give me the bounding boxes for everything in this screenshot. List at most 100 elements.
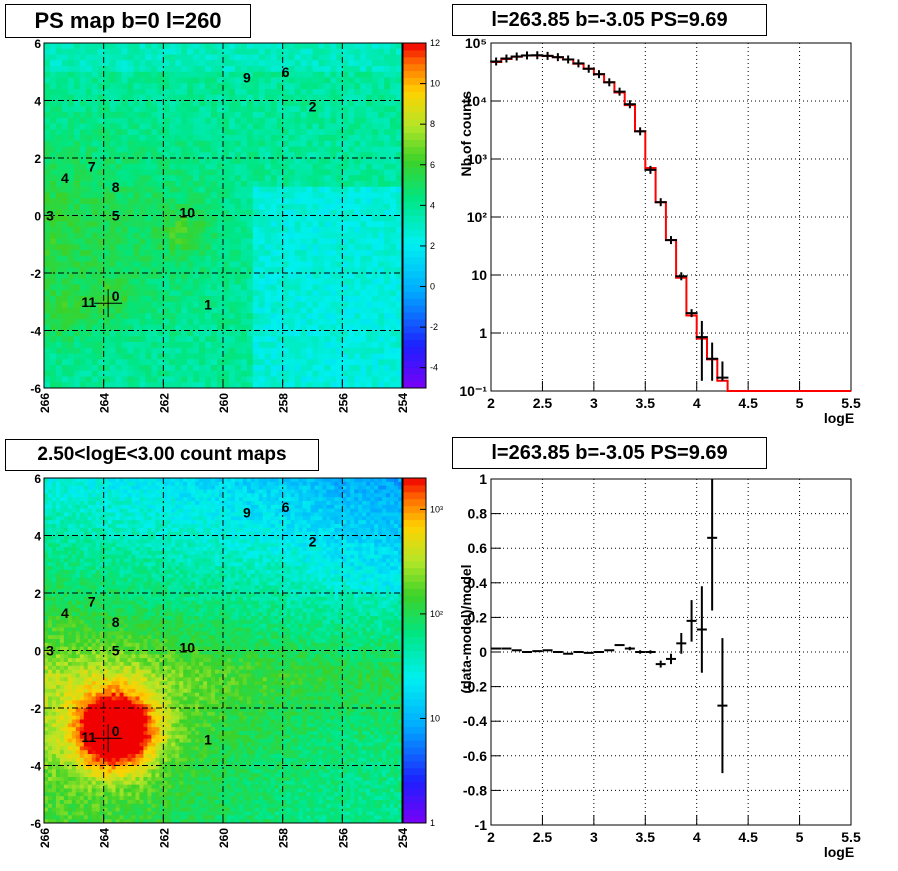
ps-map-source-label-5: 5 bbox=[112, 208, 120, 224]
ps-map-colorbar-label: 12 bbox=[430, 38, 440, 48]
residual-data-point bbox=[624, 646, 635, 651]
spectrum-x-tick-label: 3 bbox=[590, 395, 598, 411]
residual-y-tick-label: -0.6 bbox=[463, 748, 487, 764]
spectrum-x-tick-label: 2 bbox=[487, 395, 495, 411]
residual-x-tick-label: 3.5 bbox=[636, 829, 656, 845]
count-map-title: 2.50<logE<3.00 count maps bbox=[5, 439, 319, 471]
spectrum-data-point bbox=[562, 55, 575, 64]
residual-data-point bbox=[676, 632, 687, 654]
ps-map-source-label-3: 3 bbox=[46, 208, 54, 224]
spectrum-data-point bbox=[675, 272, 688, 281]
count-map-source-label-1: 1 bbox=[204, 732, 212, 748]
residual-x-tick-label: 4.5 bbox=[738, 829, 758, 845]
count-map-heatmap bbox=[44, 478, 403, 824]
spectrum-x-tick-label: 2.5 bbox=[533, 395, 553, 411]
spectrum-data-point bbox=[706, 342, 719, 381]
ps-map-colorbar-label: 4 bbox=[430, 200, 435, 210]
count-map-colorbar-label: 10 bbox=[430, 713, 440, 723]
count-map-x-tick-label: 256 bbox=[336, 828, 350, 848]
ps-map-y-tick-label: -6 bbox=[30, 382, 41, 396]
residual-data-point bbox=[655, 660, 666, 668]
count-map-source-label-8: 8 bbox=[112, 614, 120, 630]
count-map-source-label-5: 5 bbox=[112, 643, 120, 659]
spectrum-data-point bbox=[603, 78, 616, 87]
residual-y-tick-label: -1 bbox=[475, 817, 488, 833]
residual-y-tick-label: 0.6 bbox=[468, 540, 488, 556]
count-map-y-tick-label: -4 bbox=[30, 760, 41, 774]
ps-map-x-tick-label: 266 bbox=[38, 393, 52, 413]
count-map-y-tick-label: 2 bbox=[34, 587, 41, 601]
spectrum-y-tick-label: 10⁴ bbox=[465, 93, 488, 109]
residual-title: l=263.85 b=-3.05 PS=9.69 bbox=[452, 437, 767, 469]
ps-map-colorbar-label: -4 bbox=[430, 363, 438, 373]
ps-map-source-label-1: 1 bbox=[204, 297, 212, 313]
spectrum-data-point bbox=[572, 59, 585, 68]
count-map-y-tick-label: 0 bbox=[34, 645, 41, 659]
count-map-source-label-0: 0 bbox=[112, 723, 120, 739]
spectrum-data-point bbox=[582, 64, 595, 73]
spectrum-data-point bbox=[541, 51, 554, 60]
residual-y-tick-label: 0 bbox=[479, 644, 487, 660]
residual-x-tick-label: 5 bbox=[796, 829, 804, 845]
spectrum-data-point bbox=[634, 127, 647, 136]
spectrum-x-tick-label: 5.5 bbox=[841, 395, 861, 411]
residual-x-tick-label: 2.5 bbox=[533, 829, 553, 845]
residual-x-tick-label: 2 bbox=[487, 829, 495, 845]
ps-map-colorbar-label: 6 bbox=[430, 160, 435, 170]
spectrum-y-tick-label: 1 bbox=[479, 325, 487, 341]
spectrum-data-point bbox=[531, 51, 544, 60]
count-map-y-tick-label: 6 bbox=[34, 472, 41, 486]
count-map-source-label-2: 2 bbox=[309, 533, 317, 549]
residual-data-point bbox=[635, 650, 646, 654]
count-map-colorbar-label: 10² bbox=[430, 609, 443, 619]
ps-map-source-label-8: 8 bbox=[112, 179, 120, 195]
spectrum-data-point bbox=[695, 320, 708, 381]
spectrum-data-point bbox=[551, 53, 564, 62]
spectrum-data-point bbox=[500, 54, 513, 63]
count-map-source-label-4: 4 bbox=[61, 605, 69, 621]
count-map-source-label-6: 6 bbox=[282, 499, 290, 515]
residual-y-axis-label: (data-model)/model bbox=[458, 564, 474, 693]
spectrum-x-tick-label: 4 bbox=[693, 395, 701, 411]
count-map-source-label-3: 3 bbox=[46, 643, 54, 659]
spectrum-data-point bbox=[716, 361, 729, 381]
residual-y-tick-label: -0.4 bbox=[463, 713, 487, 729]
ps-map-y-tick-label: -4 bbox=[30, 325, 41, 339]
ps-map-source-label-11: 11 bbox=[81, 294, 96, 310]
residual-y-tick-label: 0.8 bbox=[468, 506, 488, 522]
residual-y-tick-label: 1 bbox=[479, 471, 487, 487]
count-map-source-label-7: 7 bbox=[88, 594, 96, 610]
residual-y-tick-label: -0.8 bbox=[463, 782, 487, 798]
ps-map-y-tick-label: 2 bbox=[34, 152, 41, 166]
residual-data-point bbox=[696, 586, 707, 673]
ps-map-x-tick-label: 254 bbox=[396, 393, 410, 413]
ps-map-colorbar-label: 8 bbox=[430, 119, 435, 129]
residual-y-tick-label: -0.2 bbox=[463, 679, 487, 695]
spectrum-data-point bbox=[665, 236, 677, 245]
residual-y-tick-label: 0.4 bbox=[468, 575, 488, 591]
count-map-y-tick-label: -6 bbox=[30, 817, 41, 831]
ps-map-source-label-4: 4 bbox=[61, 170, 69, 186]
ps-map-y-tick-label: 6 bbox=[34, 37, 41, 51]
count-map-x-tick-label: 258 bbox=[277, 828, 291, 848]
spectrum-data-point bbox=[521, 51, 533, 60]
ps-map-source-label-2: 2 bbox=[309, 98, 317, 114]
ps-map-source-label-7: 7 bbox=[88, 159, 96, 175]
residual-x-axis-label: logE bbox=[824, 844, 854, 860]
count-map-source-label-10: 10 bbox=[179, 640, 195, 656]
count-map-x-tick-label: 262 bbox=[157, 828, 171, 848]
ps-map-colorbar bbox=[403, 43, 426, 389]
residual-data-point bbox=[717, 638, 728, 774]
residual-data-point bbox=[645, 650, 656, 654]
count-map-y-tick-label: -2 bbox=[30, 702, 41, 716]
ps-map-heatmap bbox=[44, 43, 403, 389]
count-map-colorbar-label: 10³ bbox=[430, 504, 443, 514]
residual-x-tick-label: 3 bbox=[590, 829, 598, 845]
residual-x-tick-label: 5.5 bbox=[841, 829, 861, 845]
spectrum-x-tick-label: 4.5 bbox=[738, 395, 758, 411]
ps-map-x-tick-label: 260 bbox=[217, 393, 231, 413]
spectrum-data-point bbox=[490, 57, 503, 66]
spectrum-data-point bbox=[654, 198, 667, 207]
spectrum-x-tick-label: 3.5 bbox=[636, 395, 656, 411]
